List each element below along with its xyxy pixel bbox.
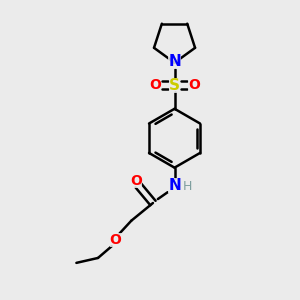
Text: O: O [188,78,200,92]
Text: O: O [130,174,142,188]
Text: N: N [168,178,181,193]
Text: O: O [149,78,161,92]
Text: H: H [183,180,192,193]
Text: N: N [168,54,181,69]
Text: O: O [110,233,122,247]
Text: S: S [169,78,180,93]
